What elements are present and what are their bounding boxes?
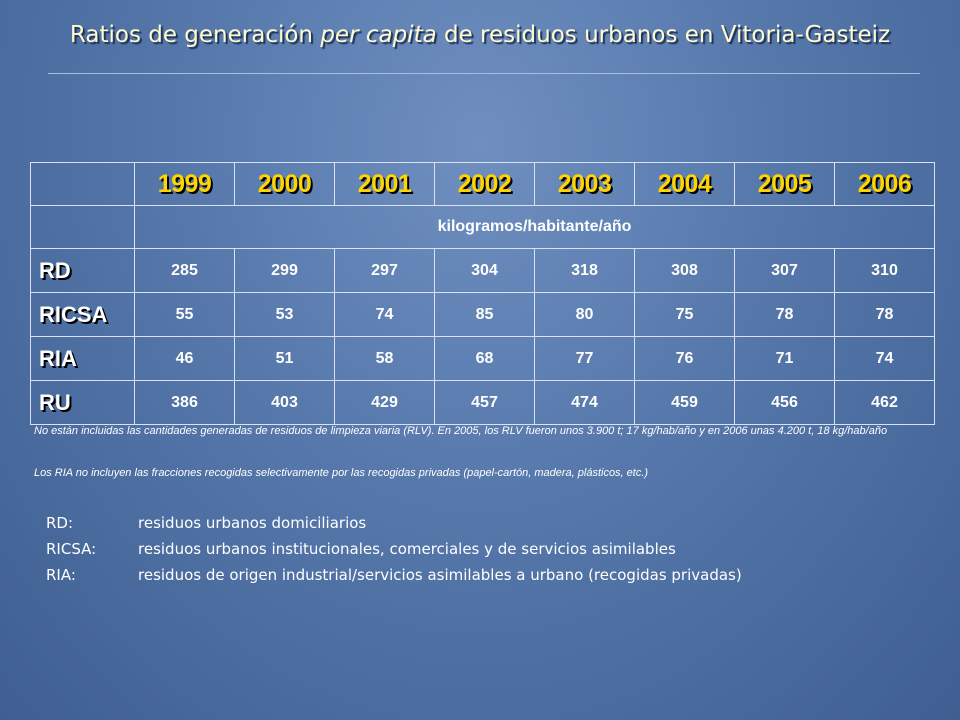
unit-label: kilogramos/habitante/año — [134, 205, 935, 249]
table-cell: 474 — [534, 380, 635, 425]
table-cell: 71 — [734, 336, 835, 381]
table-cell: 78 — [834, 292, 935, 337]
legend-key: RICSA: — [46, 540, 97, 558]
table-cell: 304 — [434, 248, 535, 293]
abbreviation-legend: RD: residuos urbanos domiciliarios RICSA:… — [46, 510, 742, 588]
table-cell: 74 — [834, 336, 935, 381]
year-header: 1999 — [134, 162, 235, 206]
footnote-ria: Los RIA no incluyen las fracciones recog… — [34, 467, 649, 479]
row-label: RU — [30, 380, 135, 425]
title-text-end: de residuos urbanos en Vitoria-Gasteiz — [436, 22, 891, 48]
table-cell: 459 — [634, 380, 735, 425]
table-cell: 74 — [334, 292, 435, 337]
year-header: 2002 — [434, 162, 535, 206]
title-text-start: Ratios de generación — [69, 22, 321, 48]
page-title: Ratios de generación per capita de resid… — [0, 22, 960, 48]
legend-key: RIA: — [46, 566, 76, 584]
table-row-ru: RU 386 403 429 457 474 459 456 462 — [30, 380, 935, 425]
footnote-rlv: No están incluidas las cantidades genera… — [34, 425, 888, 437]
legend-description: residuos urbanos domiciliarios — [138, 514, 367, 532]
year-header: 2000 — [234, 162, 335, 206]
table-cell: 318 — [534, 248, 635, 293]
table-cell: 297 — [334, 248, 435, 293]
legend-description: residuos urbanos institucionales, comerc… — [138, 540, 676, 558]
row-label: RIA — [30, 336, 135, 381]
table-cell: 51 — [234, 336, 335, 381]
legend-key: RD: — [46, 514, 74, 532]
table-cell: 310 — [834, 248, 935, 293]
legend-description: residuos de origen industrial/servicios … — [138, 566, 742, 584]
table-cell: 403 — [234, 380, 335, 425]
unit-row-label-cell — [30, 205, 135, 249]
table-cell: 285 — [134, 248, 235, 293]
table-cell: 307 — [734, 248, 835, 293]
row-label: RICSA — [30, 292, 135, 337]
table-cell: 76 — [634, 336, 735, 381]
waste-ratio-table: 1999 2000 2001 2002 2003 2004 2005 2006 … — [30, 162, 935, 425]
table-cell: 456 — [734, 380, 835, 425]
title-divider — [48, 73, 920, 74]
legend-item-rd: RD: residuos urbanos domiciliarios — [46, 510, 742, 536]
table-cell: 75 — [634, 292, 735, 337]
year-header: 2001 — [334, 162, 435, 206]
table-row-ria: RIA 46 51 58 68 77 76 71 74 — [30, 336, 935, 381]
table-cell: 85 — [434, 292, 535, 337]
legend-item-ricsa: RICSA: residuos urbanos institucionales, … — [46, 536, 742, 562]
table-cell: 68 — [434, 336, 535, 381]
table-row-ricsa: RICSA 55 53 74 85 80 75 78 78 — [30, 292, 935, 337]
unit-row: kilogramos/habitante/año — [30, 205, 935, 249]
table-cell: 53 — [234, 292, 335, 337]
table-cell: 78 — [734, 292, 835, 337]
table-cell: 429 — [334, 380, 435, 425]
corner-cell — [30, 162, 135, 206]
title-text-italic: per capita — [320, 22, 437, 48]
year-header: 2005 — [734, 162, 835, 206]
table-header-row: 1999 2000 2001 2002 2003 2004 2005 2006 — [30, 162, 935, 206]
table-row-rd: RD 285 299 297 304 318 308 307 310 — [30, 248, 935, 293]
row-label: RD — [30, 248, 135, 293]
table-cell: 308 — [634, 248, 735, 293]
table-cell: 386 — [134, 380, 235, 425]
year-header: 2003 — [534, 162, 635, 206]
year-header: 2006 — [834, 162, 935, 206]
table-cell: 55 — [134, 292, 235, 337]
table-cell: 462 — [834, 380, 935, 425]
table-cell: 299 — [234, 248, 335, 293]
table-cell: 80 — [534, 292, 635, 337]
year-header: 2004 — [634, 162, 735, 206]
table-cell: 58 — [334, 336, 435, 381]
table-cell: 46 — [134, 336, 235, 381]
legend-item-ria: RIA: residuos de origen industrial/servic… — [46, 562, 742, 588]
table-cell: 457 — [434, 380, 535, 425]
table-cell: 77 — [534, 336, 635, 381]
